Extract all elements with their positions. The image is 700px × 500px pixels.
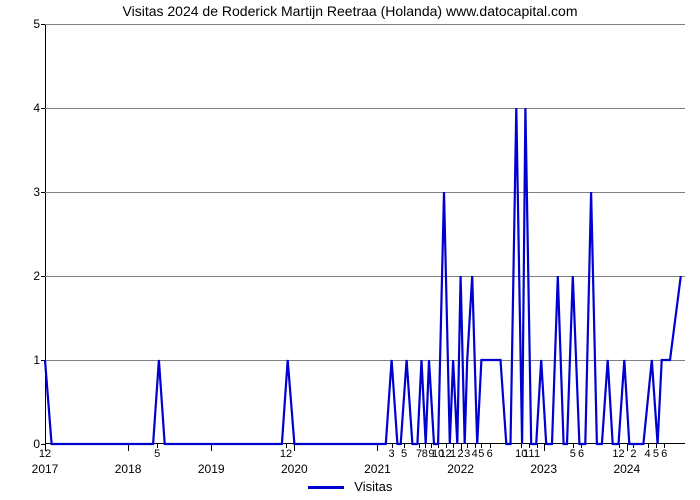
- x-tick-label: 11: [523, 448, 534, 460]
- legend-swatch: [308, 486, 344, 489]
- y-tick-label: 5: [10, 17, 40, 31]
- y-tick-label: 0: [10, 437, 40, 451]
- line-layer: [45, 24, 685, 444]
- x-tick-label: 1: [534, 448, 540, 460]
- x-tick-label: 5: [653, 448, 659, 460]
- x-tick-label: 6: [578, 448, 584, 460]
- x-tick-label: 5: [401, 448, 407, 460]
- x-tick-label: 6: [661, 448, 667, 460]
- legend-label: Visitas: [354, 479, 392, 494]
- x-tick-label: 3: [464, 448, 470, 460]
- y-tick-label: 4: [10, 101, 40, 115]
- y-tick-label: 2: [10, 269, 40, 283]
- x-tick-label: 5: [570, 448, 576, 460]
- x-year-label: 2024: [613, 462, 640, 476]
- x-year-label: 2018: [115, 462, 142, 476]
- x-tick-label: 3: [389, 448, 395, 460]
- x-tick-label: 12: [612, 448, 624, 460]
- x-tick-label: 5: [478, 448, 484, 460]
- y-tick-label: 3: [10, 185, 40, 199]
- x-tick-label: 12: [39, 448, 51, 460]
- y-tick-label: 1: [10, 353, 40, 367]
- x-year-label: 2017: [32, 462, 59, 476]
- x-tick-label: 8: [422, 448, 428, 460]
- series-line: [45, 108, 681, 444]
- x-year-label: 2019: [198, 462, 225, 476]
- x-year-label: 2023: [530, 462, 557, 476]
- plot-area: [45, 24, 685, 444]
- x-year-tick: [544, 444, 545, 451]
- x-year-label: 2021: [364, 462, 391, 476]
- x-year-label: 2020: [281, 462, 308, 476]
- x-tick-label: 5: [154, 448, 160, 460]
- chart-container: Visitas 2024 de Roderick Martijn Reetraa…: [0, 0, 700, 500]
- x-tick-label: 1: [450, 448, 456, 460]
- x-tick-label: 4: [645, 448, 651, 460]
- x-tick-label: 12: [280, 448, 292, 460]
- x-tick-label: 6: [487, 448, 493, 460]
- legend: Visitas: [0, 479, 700, 494]
- x-tick-label: 2: [458, 448, 464, 460]
- x-tick-label: 2: [630, 448, 636, 460]
- x-tick-label: 4: [472, 448, 478, 460]
- x-year-tick: [627, 444, 628, 451]
- chart-title: Visitas 2024 de Roderick Martijn Reetraa…: [0, 3, 700, 19]
- x-year-label: 2022: [447, 462, 474, 476]
